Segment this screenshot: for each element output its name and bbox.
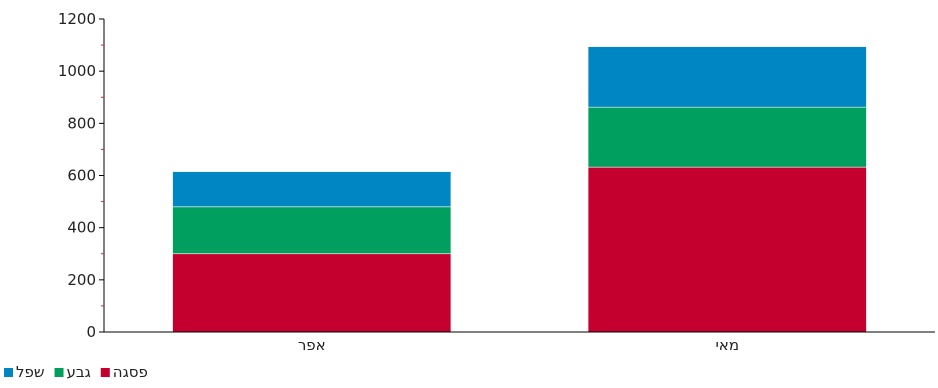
x-tick-label: מאי (715, 336, 739, 354)
y-tick-label: 0 (86, 323, 96, 341)
bar-segment-1-2 (587, 46, 867, 108)
legend-item: גבע (54, 363, 91, 381)
legend-swatch (4, 368, 13, 377)
y-tick-label: 200 (67, 271, 96, 289)
legend-label: שפל (16, 363, 45, 381)
plot-area (172, 46, 867, 333)
x-tick-label: אפר (298, 336, 326, 354)
y-axis: 0 200 400 600 800 1000 1200 (58, 10, 105, 341)
bar-segment-1-0 (587, 166, 867, 333)
bar-segment-0-0 (172, 253, 452, 333)
y-tick-label: 600 (67, 167, 96, 185)
legend-label: גבע (67, 363, 91, 381)
bar-segment-0-2 (172, 171, 452, 208)
legend-item: שפל (4, 363, 45, 381)
bar-segment-1-1 (587, 106, 867, 168)
legend-swatch (100, 368, 110, 377)
y-tick-label: 800 (67, 114, 96, 132)
y-tick-label: 1000 (58, 62, 96, 80)
legend-swatch (54, 368, 64, 377)
bar-segment-0-1 (172, 206, 452, 255)
y-tick-label: 400 (67, 219, 96, 237)
x-axis: אפר מאי (104, 331, 935, 354)
y-tick-label: 1200 (58, 10, 96, 28)
legend-label: פסגה (113, 363, 148, 381)
legend: שפל גבע פסגה (4, 363, 148, 381)
legend-item: פסגה (100, 363, 148, 381)
